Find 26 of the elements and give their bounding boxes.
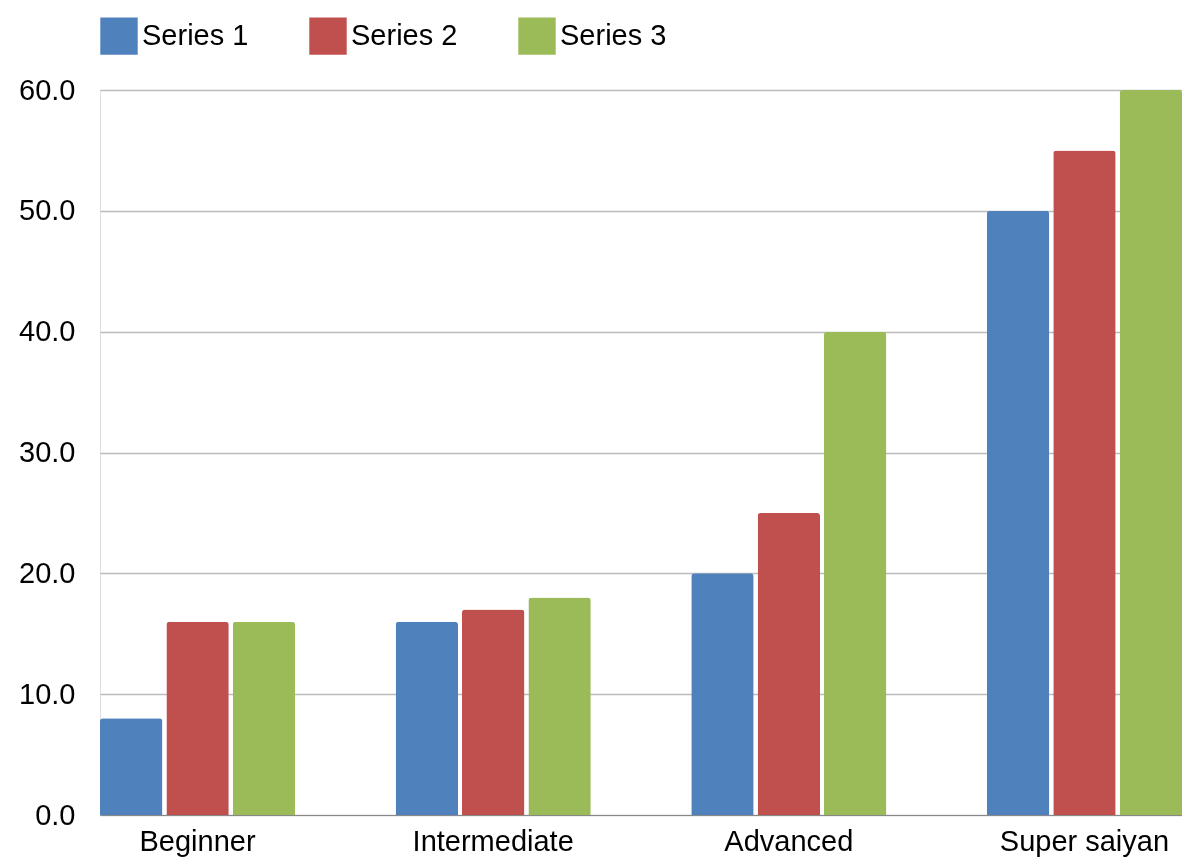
- y-tick-label: 40.0: [19, 315, 76, 348]
- bar: [528, 597, 591, 815]
- bar: [691, 573, 754, 815]
- bar: [986, 210, 1050, 815]
- y-tick-label: 10.0: [19, 677, 76, 710]
- x-tick-label: Advanced: [724, 824, 854, 857]
- x-tick-label: Beginner: [139, 824, 256, 857]
- y-tick-label: 30.0: [19, 436, 76, 468]
- bar: [232, 621, 296, 815]
- bar: [100, 718, 163, 815]
- y-tick-label: 0.0: [35, 798, 76, 831]
- x-tick-label: Super saiyan: [999, 824, 1170, 857]
- bar: [757, 512, 821, 815]
- bar: [1119, 90, 1182, 815]
- bar: [461, 609, 525, 815]
- legend-label: Series 2: [351, 19, 458, 52]
- bar: [1053, 150, 1116, 815]
- bar: [823, 331, 887, 815]
- legend-label: Series 3: [560, 19, 667, 52]
- x-tick-label: Intermediate: [412, 824, 574, 857]
- y-tick-label: 20.0: [19, 556, 76, 589]
- y-tick-label: 50.0: [19, 194, 76, 227]
- y-tick-label: 60.0: [19, 73, 76, 106]
- bar: [395, 621, 459, 815]
- bar: [166, 621, 229, 815]
- legend-label: Series 1: [142, 19, 249, 52]
